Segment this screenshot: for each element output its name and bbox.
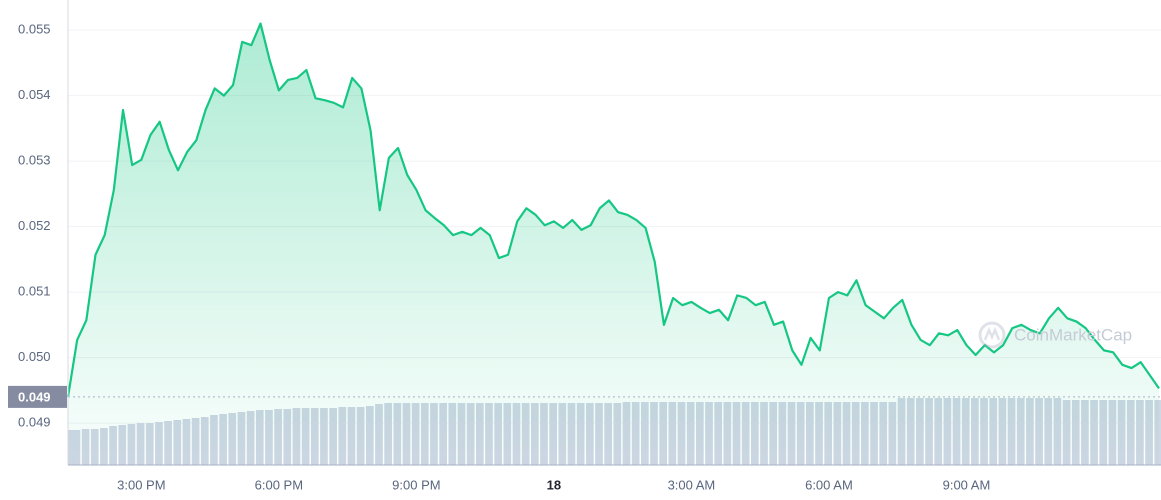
x-tick-label: 6:00 AM xyxy=(805,477,853,492)
area xyxy=(68,23,1159,466)
x-tick-label: 18 xyxy=(547,477,561,492)
axes: 0.049 0.050 0.051 0.052 0.053 0.054 0.055 3:00 … xyxy=(8,22,991,492)
x-tick-label: 6:00 PM xyxy=(255,477,303,492)
x-tick-label: 9:00 PM xyxy=(392,477,440,492)
y-tick-label: 0.053 xyxy=(18,153,51,168)
y-tick-label: 0.051 xyxy=(18,284,51,299)
y-tick-label: 0.049 xyxy=(18,415,51,430)
y-tick-label: 0.052 xyxy=(18,218,51,233)
x-tick-label: 3:00 AM xyxy=(668,477,716,492)
plot xyxy=(66,22,1161,466)
y-tick-label: 0.054 xyxy=(18,87,51,102)
x-tick-label: 9:00 AM xyxy=(943,477,991,492)
y-tick-label: 0.055 xyxy=(18,22,51,37)
price-line xyxy=(66,22,1160,398)
watermark: CoinMarketCap xyxy=(1014,325,1132,344)
current-price-label: 0.049 xyxy=(18,389,51,404)
watermark-logo xyxy=(978,321,1006,349)
current-price-box xyxy=(8,385,67,408)
y-tick-label: 0.050 xyxy=(18,349,51,364)
x-tick-label: 3:00 PM xyxy=(117,477,165,492)
